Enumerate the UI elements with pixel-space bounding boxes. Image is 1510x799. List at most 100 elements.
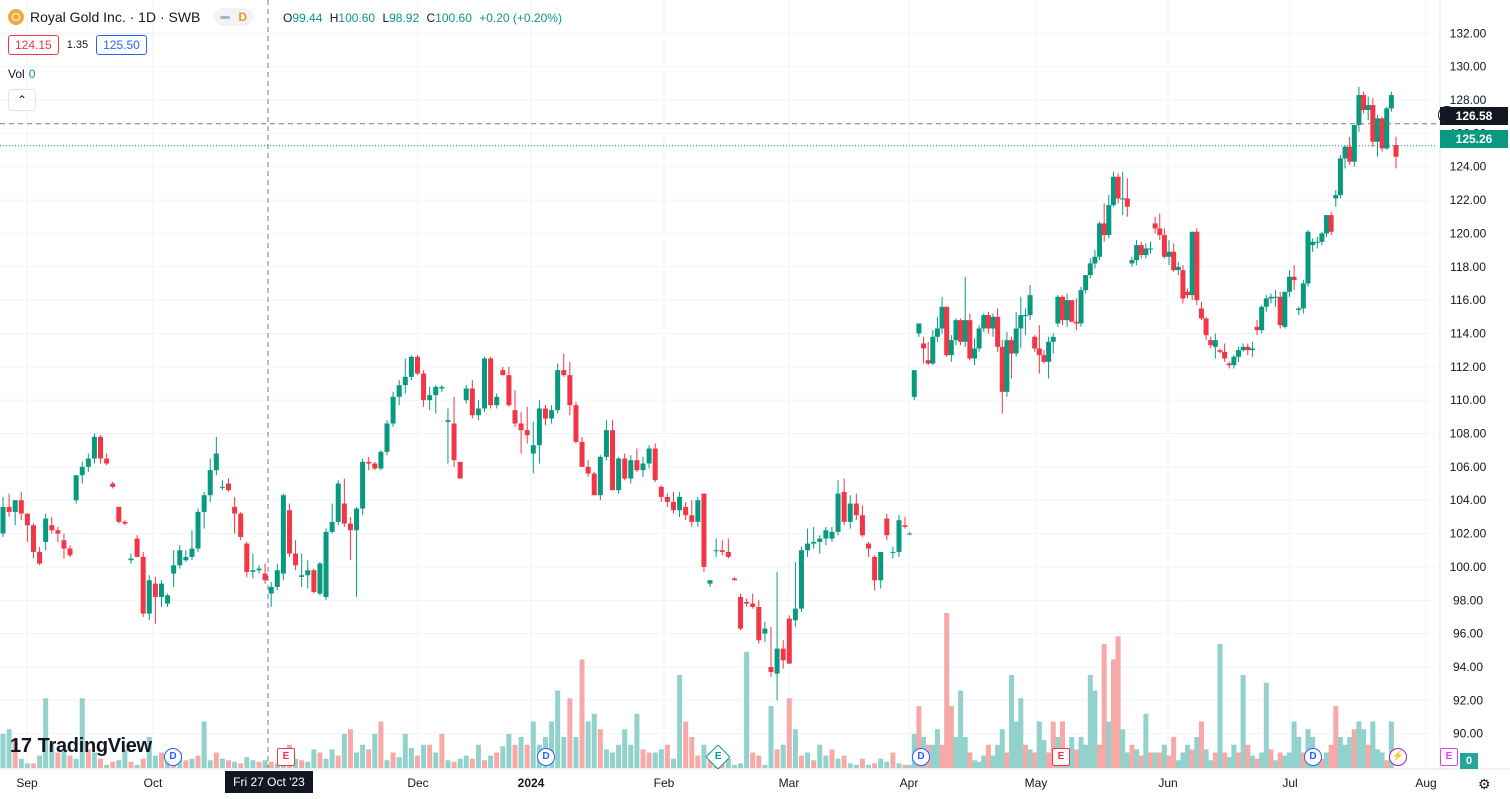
candle-body xyxy=(1189,231,1195,296)
volume-bar xyxy=(999,729,1005,768)
x-tick-label: Aug xyxy=(1415,776,1436,790)
volume-bar xyxy=(37,755,43,768)
candle-body xyxy=(98,436,104,459)
volume-label[interactable]: Vol xyxy=(8,67,25,81)
event-label: ⚡ xyxy=(1391,751,1405,762)
volume-bar xyxy=(226,760,232,768)
volume-bar xyxy=(738,763,744,768)
volume-bar xyxy=(1222,752,1228,768)
candle-body xyxy=(1101,223,1107,236)
candle-body xyxy=(1333,195,1339,199)
close-label: C xyxy=(426,11,436,25)
candle-body xyxy=(1351,125,1357,162)
candle-body xyxy=(1129,260,1135,264)
volume-bar xyxy=(98,758,104,768)
volume-bar xyxy=(567,698,573,768)
volume-bar xyxy=(427,744,433,768)
volume-bar xyxy=(953,737,959,768)
candle-body xyxy=(530,445,536,454)
flash-marker-icon[interactable]: ⚡ xyxy=(1389,748,1407,766)
volume-bar xyxy=(1319,758,1325,768)
volume-bar xyxy=(1087,675,1093,768)
candle-body xyxy=(1324,215,1330,234)
volume-bar xyxy=(414,755,420,768)
volume-bar xyxy=(1226,757,1232,768)
candle-body xyxy=(335,483,341,522)
candle-body xyxy=(1291,276,1297,281)
candle-body xyxy=(542,408,548,419)
symbol-title[interactable]: Royal Gold Inc. · 1D · SWB xyxy=(30,9,201,25)
candle-body xyxy=(707,580,713,584)
dividend-marker-icon[interactable]: D xyxy=(912,748,930,766)
price-axis[interactable]: 132.00130.00128.00126.00124.00122.00120.… xyxy=(1439,0,1487,770)
volume-bar xyxy=(628,744,634,768)
candle-body xyxy=(451,423,457,461)
candle-body xyxy=(134,538,140,557)
y-tick-label: 90.00 xyxy=(1453,727,1483,741)
earnings-marker-icon[interactable]: E xyxy=(277,748,295,766)
candle-body xyxy=(896,520,902,552)
candle-body xyxy=(731,578,737,581)
volume-bar xyxy=(907,764,913,768)
volume-bar xyxy=(323,758,329,768)
candle-body xyxy=(652,448,658,481)
sell-button[interactable]: 124.15 xyxy=(8,35,59,55)
y-tick-label: 92.00 xyxy=(1453,693,1483,707)
earnings-marker-icon[interactable]: E xyxy=(1052,748,1070,766)
volume-bar xyxy=(433,752,439,768)
candle-body xyxy=(494,396,500,406)
tradingview-logo[interactable]: 17 TradingView xyxy=(10,735,152,758)
candle-body xyxy=(555,370,561,411)
earnings-future-marker-icon[interactable]: E xyxy=(1440,748,1458,766)
volume-bar xyxy=(1384,760,1390,768)
buy-button[interactable]: 125.50 xyxy=(96,35,147,55)
volume-bar xyxy=(1365,744,1371,768)
event-label: E xyxy=(1445,751,1453,762)
volume-bar xyxy=(1097,744,1103,768)
volume-bar xyxy=(152,755,158,768)
volume-bar xyxy=(457,758,463,768)
volume-bar xyxy=(1333,706,1339,768)
candle-body xyxy=(286,510,292,554)
volume-bar xyxy=(85,749,91,768)
volume-bar xyxy=(1189,749,1195,768)
candle-body xyxy=(561,370,567,376)
low-label: L xyxy=(382,11,390,25)
volume-bar xyxy=(1300,752,1306,768)
volume-bar xyxy=(817,744,823,768)
volume-bar xyxy=(91,752,97,768)
volume-bar xyxy=(884,761,890,768)
ohlc-readout: O99.44 H100.60 L98.92 C100.60 +0.20 (+0.… xyxy=(283,11,566,25)
candle-body xyxy=(738,596,744,629)
volume-bar xyxy=(1324,752,1330,768)
time-axis[interactable]: Sep Oct Dec 2024 Feb Mar Apr May Jun Jul Aug xyxy=(0,768,1510,790)
dividend-marker-icon[interactable]: D xyxy=(164,748,182,766)
volume-bar xyxy=(463,755,469,768)
candle-body xyxy=(616,458,622,491)
dividend-marker-icon[interactable]: D xyxy=(1304,748,1322,766)
visibility-toggle[interactable]: D xyxy=(214,8,254,26)
volume-legend: Vol 0 xyxy=(8,67,35,81)
candle-body xyxy=(1231,356,1237,366)
candle-body xyxy=(1393,145,1399,157)
volume-bar xyxy=(853,764,859,768)
y-tick-label: 122.00 xyxy=(1450,193,1487,207)
volume-bar xyxy=(786,698,792,768)
volume-bar xyxy=(79,698,85,768)
candle-body xyxy=(1374,118,1380,142)
y-tick-label: 102.00 xyxy=(1450,527,1487,541)
volume-bar xyxy=(962,737,968,768)
volume-zero-tag: 0 xyxy=(1460,753,1478,769)
volume-bar xyxy=(311,749,317,768)
y-tick-label: 110.00 xyxy=(1450,393,1486,407)
collapse-legend-button[interactable]: ⌃ xyxy=(8,89,36,111)
candle-body xyxy=(1240,346,1246,351)
settings-gear-icon[interactable]: ⚙ xyxy=(1478,776,1491,792)
candle-body xyxy=(768,666,774,672)
volume-bar xyxy=(421,744,427,768)
dividend-marker-icon[interactable]: D xyxy=(537,748,555,766)
candle-body xyxy=(536,408,542,446)
candle-body xyxy=(1059,296,1065,321)
volume-bar xyxy=(317,752,323,768)
